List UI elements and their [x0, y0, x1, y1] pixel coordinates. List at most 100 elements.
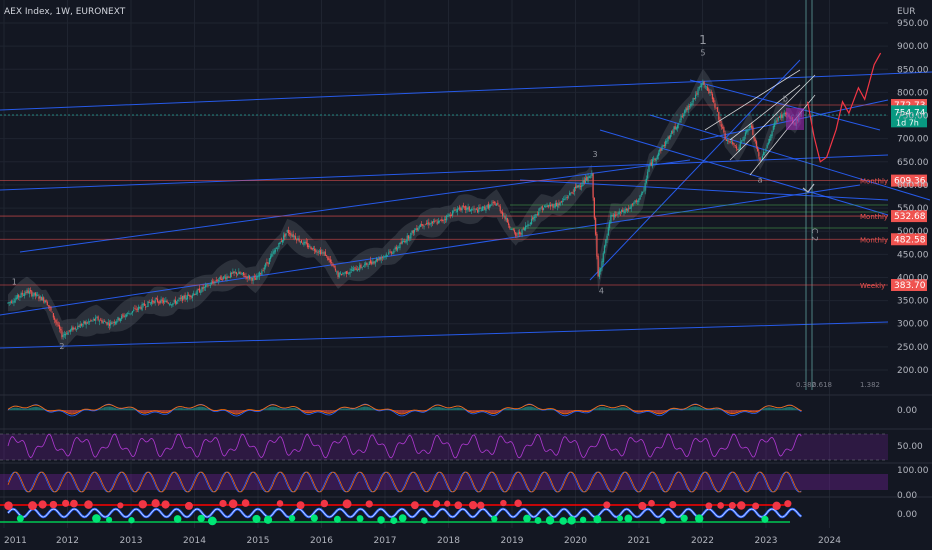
macd-histogram-bar — [310, 410, 312, 413]
candle-body — [69, 329, 72, 332]
candle-body — [513, 230, 516, 233]
wedge-line — [749, 94, 816, 176]
candle-body — [201, 287, 203, 292]
candle-body — [122, 314, 124, 316]
trend-line — [0, 154, 889, 191]
candle-body — [375, 258, 378, 262]
price-axis[interactable]: 950.00 900.00 850.00 800.00 750.00 700.00 650.… — [897, 19, 929, 520]
candle-body — [56, 321, 58, 325]
indicator-axis-tick: 50.00 — [897, 442, 923, 452]
candle-body — [336, 271, 338, 273]
candle-body — [129, 313, 131, 315]
candle-body — [158, 302, 160, 304]
macd-histogram-bar — [776, 408, 778, 411]
candle-body — [291, 235, 293, 237]
candle-body — [280, 241, 282, 242]
candle-body — [622, 209, 624, 212]
candle-body — [14, 298, 16, 303]
buy-signal-dot — [617, 515, 624, 522]
buy-signal-dot — [310, 514, 318, 522]
candle-body — [261, 271, 263, 276]
stoch-k-line — [7, 471, 802, 493]
macd-histogram-bar — [174, 408, 177, 411]
candle-body — [248, 275, 251, 279]
candle-body — [679, 120, 681, 123]
macd-histogram-bar — [789, 406, 791, 411]
candle-body — [27, 290, 29, 294]
macd-histogram-bar — [709, 409, 711, 411]
macd-histogram-bar — [684, 409, 686, 411]
candle-body — [491, 203, 493, 205]
candle-body — [93, 318, 96, 321]
candle-body — [596, 233, 598, 257]
macd-histogram-bar — [453, 408, 455, 411]
macd-histogram-bar — [624, 407, 626, 411]
macd-histogram-bar — [440, 407, 442, 411]
macd-histogram-bar — [277, 407, 279, 411]
macd-histogram-bar — [303, 410, 305, 413]
macd-histogram-bar — [506, 408, 508, 411]
candle-body — [271, 253, 273, 257]
candle-body — [418, 226, 420, 228]
candle-body — [190, 296, 192, 298]
price-axis-tick: 350.00 — [897, 297, 929, 307]
macd-histogram-bar — [602, 407, 604, 411]
candle-body — [60, 328, 62, 331]
candle-body — [661, 145, 663, 151]
macd-histogram-bar — [124, 408, 126, 411]
macd-histogram-bar — [429, 409, 431, 411]
candle-body — [338, 272, 340, 278]
candle-body — [395, 246, 397, 250]
time-axis[interactable]: 2011 2012 2013 2014 2015 2016 2017 2018 2019 2020… — [4, 536, 841, 546]
macd-histogram-bar — [629, 409, 631, 411]
macd-histogram-bar — [271, 406, 273, 411]
buy-signal-dot — [559, 517, 567, 525]
macd-histogram-bar — [283, 408, 285, 411]
macd-histogram-bar — [10, 408, 13, 411]
candle-body — [424, 224, 426, 226]
macd-histogram-bar — [206, 408, 208, 411]
candle-body — [532, 217, 534, 220]
trend-line — [599, 129, 889, 216]
candle-body — [444, 219, 447, 221]
sell-signal-dot — [410, 501, 419, 510]
candle-body — [398, 247, 400, 248]
candle-body — [557, 203, 559, 208]
candle-body — [665, 140, 667, 146]
macd-histogram-bar — [71, 410, 73, 414]
macd-histogram-bar — [566, 410, 568, 414]
macd-histogram-bar — [145, 410, 147, 414]
macd-histogram-bar — [430, 408, 432, 411]
macd-histogram-bar — [140, 410, 142, 413]
candle-body — [735, 146, 738, 149]
candle-body — [167, 302, 169, 304]
candle-body — [669, 134, 671, 138]
macd-histogram-bar — [148, 410, 150, 413]
candle-body — [324, 251, 326, 256]
candle-body — [701, 83, 703, 88]
macd-histogram-bar — [525, 407, 527, 411]
candle-body — [186, 294, 189, 300]
macd-histogram-bar — [297, 408, 299, 411]
macd-histogram-bar — [394, 410, 396, 413]
candle-body — [452, 211, 454, 216]
candle-body — [737, 149, 739, 151]
candle-body — [437, 220, 439, 224]
macd-histogram-bar — [783, 407, 785, 411]
macd-histogram-bar — [558, 410, 560, 413]
macd-histogram-bar — [735, 410, 738, 413]
candle-body — [667, 137, 669, 142]
candle-body — [678, 123, 680, 125]
macd-histogram-bar — [625, 407, 627, 411]
trend-line — [589, 59, 801, 281]
candle-body — [174, 299, 177, 304]
candle-body — [718, 111, 720, 120]
candle-body — [705, 86, 708, 88]
macd-histogram-bar — [102, 407, 104, 411]
candle-body — [131, 310, 134, 313]
candle-body — [356, 269, 358, 272]
macd-histogram-bar — [796, 409, 799, 411]
candle-body — [558, 203, 560, 206]
macd-histogram-bar — [734, 410, 736, 414]
